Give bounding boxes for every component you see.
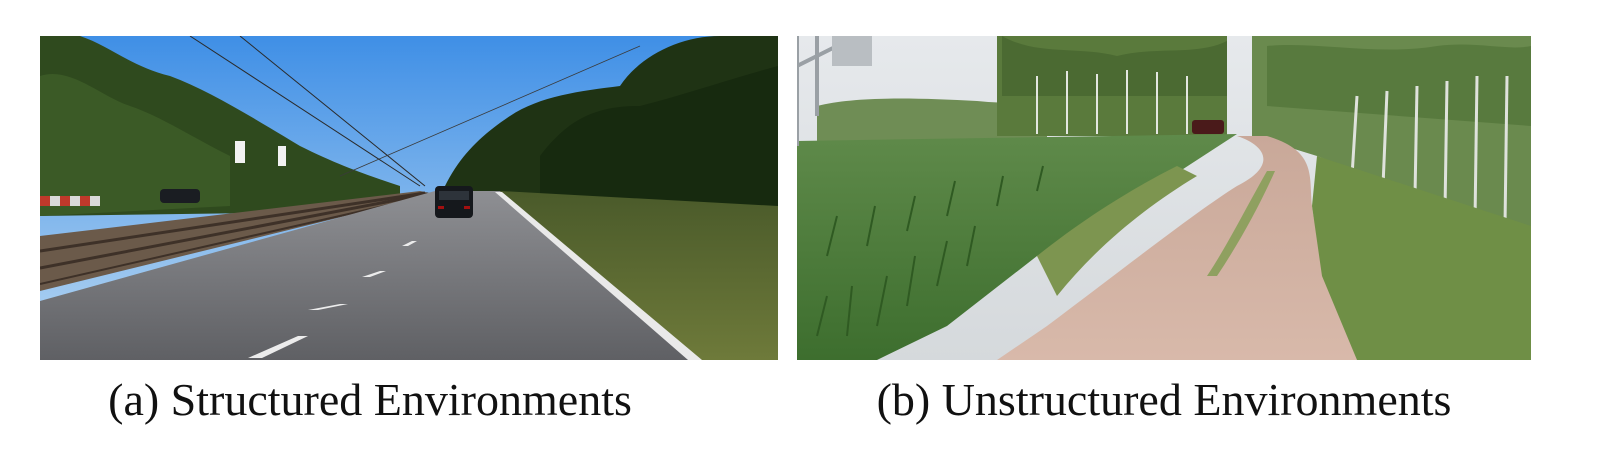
caption-unstructured-environments: (b) Unstructured Environments xyxy=(876,374,1452,425)
structured-road-image xyxy=(40,36,778,360)
caption-structured-environments: (a) Structured Environments xyxy=(108,374,632,425)
dirt-path xyxy=(997,136,1357,360)
grass-verge xyxy=(500,191,778,360)
unstructured-path-image xyxy=(797,36,1531,360)
distant-vehicle xyxy=(1192,120,1224,134)
car-ahead xyxy=(435,186,473,218)
unstructured-environment-photo xyxy=(797,36,1531,360)
right-grass xyxy=(1312,156,1531,360)
structured-environment-photo xyxy=(40,36,778,360)
